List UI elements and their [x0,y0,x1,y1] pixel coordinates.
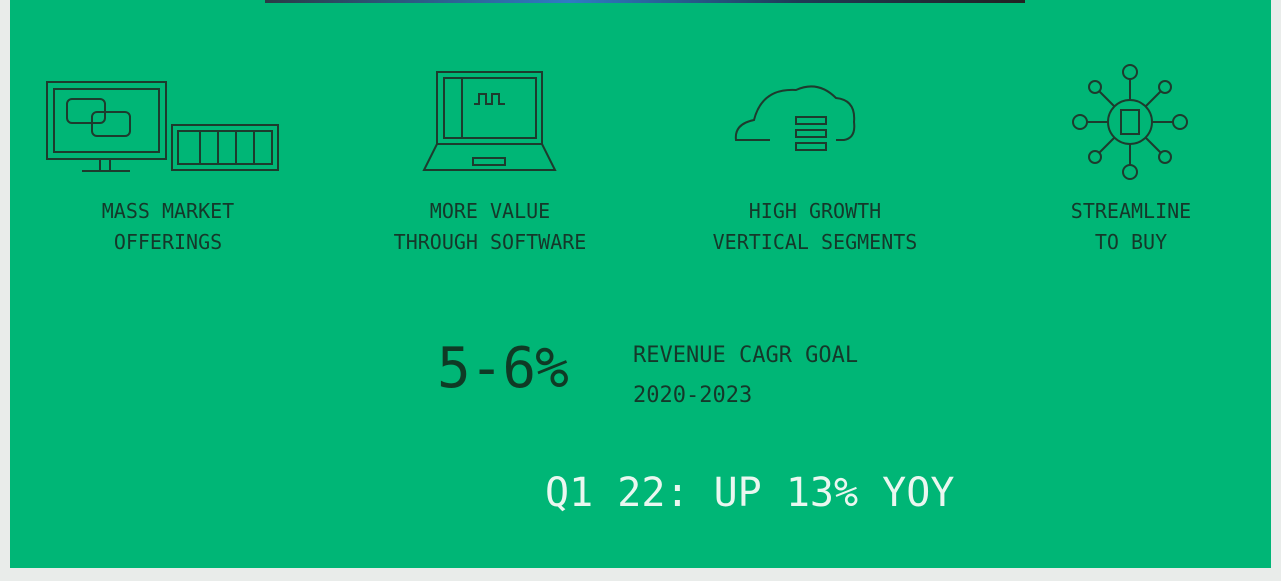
top-image-strip [265,0,1025,3]
icon-network [1072,64,1188,180]
icon-laptop [422,71,557,171]
caption: STREAMLINE TO BUY [981,196,1281,258]
caption: MORE VALUE THROUGH SOFTWARE [340,196,640,258]
caption-line: HIGH GROWTH [748,199,882,223]
caption-line: OFFERINGS [113,230,223,254]
caption-line: VERTICAL SEGMENTS [712,230,918,254]
icon-computer [46,81,279,172]
caption: MASS MARKET OFFERINGS [18,196,318,258]
caption-line: THROUGH SOFTWARE [393,230,587,254]
icons [46,64,1188,180]
slide: MASS MARKET OFFERINGS MORE VALUE THROUGH S… [10,0,1271,568]
caption-line: STREAMLINE [1070,199,1192,223]
goal-value: 5-6% [437,336,569,401]
caption-line: MASS MARKET [101,199,235,223]
caption-line: MORE VALUE [429,199,551,223]
goal-period: 2020-2023 [633,383,753,408]
goal-label: REVENUE CAGR GOAL [633,343,859,368]
caption: HIGH GROWTH VERTICAL SEGMENTS [665,196,965,258]
highlight: Q1 22: UP 13% YOY [545,470,955,516]
caption-line: TO BUY [1094,230,1168,254]
icon-cloud [734,85,856,151]
